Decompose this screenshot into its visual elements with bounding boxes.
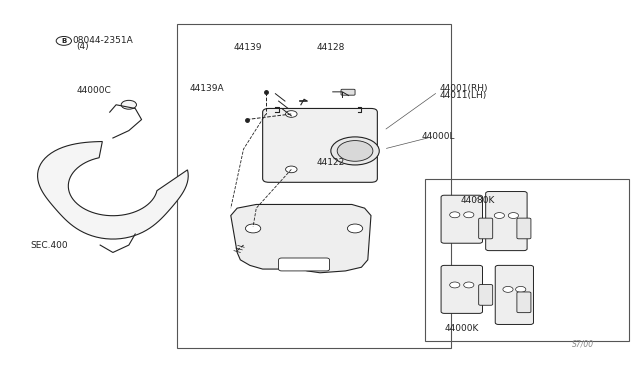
Circle shape (464, 212, 474, 218)
Bar (177, 23, 451, 349)
FancyBboxPatch shape (517, 218, 531, 239)
Text: 44080K: 44080K (460, 196, 495, 205)
Text: SEC.400: SEC.400 (30, 241, 68, 250)
Circle shape (516, 286, 526, 292)
Text: 44000K: 44000K (444, 324, 479, 333)
FancyBboxPatch shape (278, 258, 330, 271)
Circle shape (464, 282, 474, 288)
Text: 44000C: 44000C (77, 86, 111, 94)
Circle shape (503, 286, 513, 292)
PathPatch shape (38, 141, 188, 239)
Text: 44122: 44122 (317, 157, 345, 167)
FancyBboxPatch shape (479, 285, 493, 305)
Circle shape (331, 137, 380, 165)
Text: 08044-2351A: 08044-2351A (73, 36, 134, 45)
Circle shape (450, 282, 460, 288)
Circle shape (337, 141, 373, 161)
Text: B: B (61, 38, 67, 44)
Text: 44139: 44139 (234, 43, 262, 52)
Text: 44011(LH): 44011(LH) (440, 91, 487, 100)
FancyBboxPatch shape (495, 265, 534, 324)
FancyBboxPatch shape (441, 265, 483, 313)
PathPatch shape (231, 205, 371, 273)
Circle shape (348, 224, 363, 233)
FancyBboxPatch shape (441, 195, 483, 243)
Text: S7/00: S7/00 (572, 340, 594, 349)
FancyBboxPatch shape (486, 192, 527, 251)
FancyBboxPatch shape (479, 218, 493, 239)
Text: 44001(RH): 44001(RH) (440, 84, 488, 93)
Bar (425, 179, 629, 341)
Text: 44128: 44128 (317, 43, 345, 52)
FancyBboxPatch shape (341, 89, 355, 95)
FancyBboxPatch shape (262, 109, 378, 182)
Circle shape (508, 212, 518, 218)
Circle shape (450, 212, 460, 218)
Text: 44000L: 44000L (422, 132, 456, 141)
Text: 44139A: 44139A (189, 84, 224, 93)
Circle shape (494, 212, 504, 218)
Circle shape (56, 36, 72, 45)
Circle shape (285, 166, 297, 173)
Circle shape (121, 100, 136, 109)
Circle shape (246, 224, 260, 233)
FancyBboxPatch shape (517, 292, 531, 312)
Text: (4): (4) (77, 42, 89, 51)
Circle shape (285, 111, 297, 117)
